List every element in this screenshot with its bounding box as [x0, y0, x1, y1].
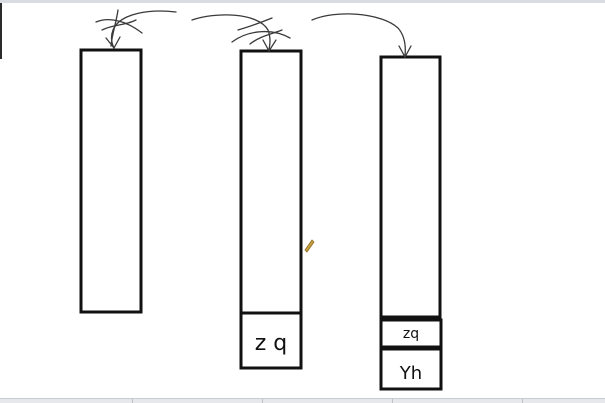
window-left-edge [0, 3, 2, 59]
column-3-box [379, 55, 442, 319]
bottom-divider [132, 399, 133, 403]
bottom-divider [392, 399, 393, 403]
arrow-into-column-2 [191, 14, 291, 53]
pen-cursor-icon [304, 239, 315, 253]
bottom-divider [522, 399, 523, 403]
column-1-box [79, 48, 143, 314]
column-3-cell-1-label: zq [403, 326, 419, 342]
column-3-cell-2-label: Yh [399, 363, 422, 384]
window-bottom-strip [0, 398, 605, 403]
column-3-cell-1 [379, 318, 443, 349]
column-2-cell-1-label: z q [255, 331, 288, 356]
bottom-divider [262, 399, 263, 403]
arrow-into-column-1 [95, 9, 177, 50]
column-2-box [239, 49, 303, 315]
window-top-strip [0, 0, 605, 3]
column-3-cell-2 [379, 347, 443, 391]
arrow-into-column-3 [311, 13, 412, 59]
column-2-cell-1 [239, 311, 303, 370]
